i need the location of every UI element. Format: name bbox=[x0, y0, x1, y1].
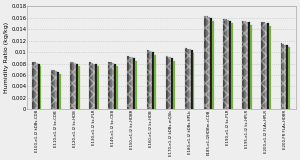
Y-axis label: Humidity Ratio (kg/kg): Humidity Ratio (kg/kg) bbox=[4, 22, 9, 93]
Bar bbox=[55, 71, 57, 109]
Bar bbox=[210, 18, 212, 109]
Bar bbox=[32, 62, 34, 109]
Bar bbox=[173, 61, 175, 109]
Bar bbox=[91, 63, 93, 109]
Bar bbox=[223, 19, 225, 109]
Bar bbox=[244, 21, 246, 109]
Bar bbox=[108, 62, 110, 109]
Bar bbox=[208, 17, 210, 109]
Bar bbox=[267, 23, 269, 109]
Bar bbox=[129, 57, 131, 109]
Bar bbox=[225, 19, 227, 109]
Bar bbox=[152, 52, 154, 109]
Bar bbox=[286, 45, 288, 109]
Bar bbox=[280, 44, 282, 109]
Bar bbox=[148, 51, 151, 109]
Bar bbox=[93, 64, 95, 109]
Bar bbox=[97, 66, 99, 109]
Bar bbox=[248, 22, 250, 109]
Bar bbox=[89, 62, 91, 109]
Bar bbox=[72, 62, 74, 109]
Bar bbox=[128, 56, 129, 109]
Bar bbox=[135, 61, 137, 109]
Bar bbox=[261, 22, 263, 109]
Bar bbox=[154, 55, 156, 109]
Bar bbox=[231, 23, 233, 109]
Bar bbox=[51, 70, 53, 109]
Bar bbox=[185, 48, 187, 109]
Bar bbox=[265, 23, 267, 109]
Bar bbox=[131, 57, 133, 109]
Bar bbox=[212, 20, 214, 109]
Bar bbox=[53, 70, 55, 109]
Bar bbox=[288, 48, 290, 109]
Bar bbox=[193, 53, 194, 109]
Bar bbox=[204, 16, 206, 109]
Bar bbox=[168, 57, 169, 109]
Bar bbox=[269, 26, 271, 109]
Bar bbox=[169, 57, 172, 109]
Bar bbox=[147, 50, 148, 109]
Bar bbox=[114, 64, 116, 109]
Bar bbox=[190, 50, 193, 109]
Bar bbox=[36, 63, 38, 109]
Bar bbox=[206, 16, 208, 109]
Bar bbox=[187, 49, 189, 109]
Bar bbox=[40, 66, 41, 109]
Bar bbox=[166, 56, 168, 109]
Bar bbox=[284, 45, 286, 109]
Bar bbox=[58, 74, 61, 109]
Bar bbox=[70, 62, 72, 109]
Bar bbox=[250, 25, 252, 109]
Bar bbox=[263, 22, 265, 109]
Bar bbox=[282, 44, 284, 109]
Bar bbox=[246, 22, 248, 109]
Bar bbox=[227, 20, 229, 109]
Bar bbox=[38, 64, 40, 109]
Bar bbox=[110, 62, 112, 109]
Bar bbox=[57, 72, 59, 109]
Bar bbox=[116, 66, 118, 109]
Bar bbox=[172, 58, 173, 109]
Bar bbox=[78, 66, 80, 109]
Bar bbox=[74, 63, 76, 109]
Bar bbox=[95, 64, 97, 109]
Bar bbox=[133, 58, 135, 109]
Bar bbox=[242, 20, 244, 109]
Bar bbox=[112, 63, 114, 109]
Bar bbox=[189, 49, 190, 109]
Bar bbox=[229, 20, 231, 109]
Bar bbox=[151, 52, 152, 109]
Bar bbox=[34, 62, 36, 109]
Bar bbox=[76, 64, 78, 109]
